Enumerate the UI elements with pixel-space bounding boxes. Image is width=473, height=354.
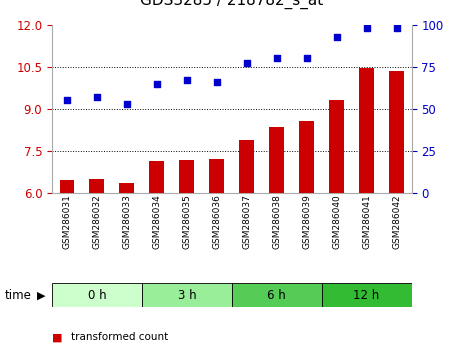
Point — [183, 78, 191, 83]
Bar — [142, 283, 232, 307]
Point — [273, 56, 280, 61]
Bar — [232, 283, 322, 307]
Point — [63, 98, 71, 103]
Point — [303, 56, 310, 61]
Bar — [179, 160, 194, 193]
Bar — [359, 68, 374, 193]
Bar — [149, 161, 164, 193]
Bar — [389, 71, 404, 193]
Bar — [60, 180, 74, 193]
Point — [243, 61, 251, 66]
Point — [93, 94, 101, 100]
Text: 0 h: 0 h — [88, 289, 106, 302]
Point — [123, 101, 131, 107]
Bar — [89, 179, 105, 193]
Bar — [239, 140, 254, 193]
Point — [153, 81, 161, 86]
Text: 6 h: 6 h — [267, 289, 286, 302]
Text: 12 h: 12 h — [353, 289, 380, 302]
Text: GDS3285 / 218782_s_at: GDS3285 / 218782_s_at — [140, 0, 324, 9]
Bar — [52, 283, 142, 307]
Point — [363, 25, 370, 31]
Bar — [209, 159, 224, 193]
Text: transformed count: transformed count — [71, 332, 168, 342]
Point — [393, 25, 400, 31]
Bar — [329, 101, 344, 193]
Point — [213, 79, 220, 85]
Point — [333, 34, 341, 39]
Text: time: time — [5, 289, 32, 302]
Bar — [269, 127, 284, 193]
Text: 3 h: 3 h — [177, 289, 196, 302]
Text: ▶: ▶ — [37, 290, 45, 300]
Text: ■: ■ — [52, 332, 62, 342]
Bar — [119, 183, 134, 193]
Bar — [322, 283, 412, 307]
Bar — [299, 121, 314, 193]
